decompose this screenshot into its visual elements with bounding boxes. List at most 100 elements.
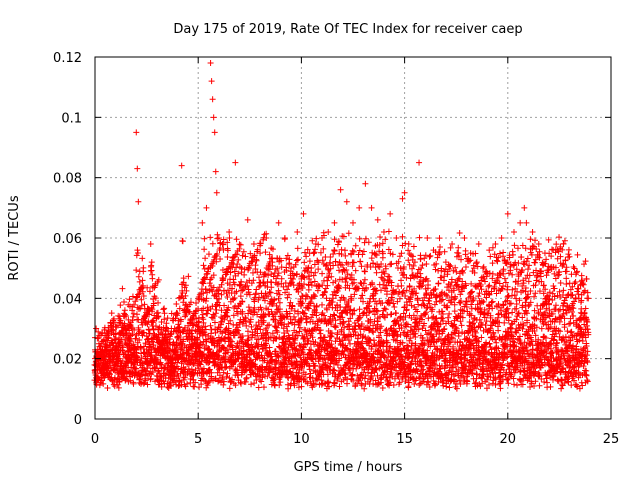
- data-point: [221, 316, 228, 323]
- data-point: [274, 272, 281, 279]
- data-point: [452, 293, 459, 300]
- data-point: [462, 264, 469, 271]
- data-point: [255, 384, 262, 391]
- data-point: [332, 292, 339, 299]
- data-point: [360, 248, 367, 255]
- data-point: [220, 276, 227, 283]
- data-point: [134, 250, 141, 257]
- data-point: [325, 379, 332, 386]
- data-point: [257, 269, 264, 276]
- data-point: [369, 353, 376, 360]
- data-point: [301, 259, 308, 266]
- scatter-points: [91, 60, 592, 392]
- data-point: [138, 302, 145, 309]
- data-point: [343, 267, 350, 274]
- data-point: [243, 322, 250, 329]
- data-point: [286, 336, 293, 343]
- data-point: [328, 330, 335, 337]
- data-point: [304, 246, 311, 253]
- data-point: [334, 362, 341, 369]
- data-point: [257, 240, 264, 247]
- data-point: [217, 255, 224, 262]
- data-point: [355, 322, 362, 329]
- data-point: [416, 374, 423, 381]
- data-point: [416, 234, 423, 241]
- data-point: [378, 323, 385, 330]
- data-point: [239, 287, 246, 294]
- data-point: [358, 320, 365, 327]
- data-point: [380, 281, 387, 288]
- data-point: [224, 287, 231, 294]
- data-point: [142, 377, 149, 384]
- data-point: [519, 242, 526, 249]
- data-point: [233, 251, 240, 258]
- data-point: [379, 384, 386, 391]
- data-point: [127, 338, 134, 345]
- data-point: [174, 359, 181, 366]
- data-point: [286, 260, 293, 267]
- data-point: [396, 253, 403, 260]
- data-point: [414, 295, 421, 302]
- data-point: [191, 360, 198, 367]
- data-point: [215, 290, 222, 297]
- data-point: [141, 343, 148, 350]
- data-point: [140, 329, 147, 336]
- data-point: [155, 299, 162, 306]
- data-point: [201, 275, 208, 282]
- data-point: [258, 306, 265, 313]
- data-point: [179, 289, 186, 296]
- data-point: [248, 381, 255, 388]
- data-point: [231, 281, 238, 288]
- data-point: [230, 312, 237, 319]
- data-point: [177, 316, 184, 323]
- data-point: [376, 359, 383, 366]
- data-point: [240, 248, 247, 255]
- data-point: [150, 317, 157, 324]
- data-point: [144, 284, 151, 291]
- data-point: [218, 307, 225, 314]
- data-point: [187, 299, 194, 306]
- data-point: [285, 374, 292, 381]
- data-point: [236, 241, 243, 248]
- data-point: [356, 344, 363, 351]
- data-point: [309, 237, 316, 244]
- data-point: [136, 278, 143, 285]
- data-point: [365, 239, 372, 246]
- data-point: [501, 275, 508, 282]
- data-point: [233, 264, 240, 271]
- data-point: [351, 276, 358, 283]
- data-point: [250, 277, 257, 284]
- data-point: [158, 319, 165, 326]
- data-point: [378, 287, 384, 294]
- data-point: [168, 383, 175, 390]
- data-point: [426, 253, 433, 260]
- data-point: [134, 247, 141, 254]
- data-point: [418, 367, 425, 374]
- data-point: [220, 378, 227, 385]
- data-point: [170, 360, 177, 367]
- data-point: [144, 365, 151, 372]
- data-point: [207, 234, 214, 241]
- data-point: [349, 247, 356, 254]
- data-point: [139, 288, 146, 295]
- data-point: [100, 380, 107, 387]
- data-point: [332, 324, 339, 331]
- data-point: [514, 245, 521, 252]
- data-point: [332, 317, 339, 324]
- data-point: [235, 327, 242, 334]
- data-point: [458, 322, 465, 329]
- data-point: [435, 248, 442, 255]
- data-point: [283, 267, 290, 274]
- data-point: [253, 286, 260, 293]
- data-point: [341, 334, 348, 341]
- data-point: [513, 266, 520, 273]
- data-point: [303, 292, 310, 299]
- data-point: [339, 262, 346, 269]
- data-point: [500, 249, 507, 256]
- data-point: [330, 250, 337, 257]
- data-point: [297, 354, 304, 361]
- data-point: [347, 293, 354, 300]
- data-point: [331, 312, 338, 319]
- data-point: [188, 330, 195, 337]
- data-point: [292, 346, 299, 353]
